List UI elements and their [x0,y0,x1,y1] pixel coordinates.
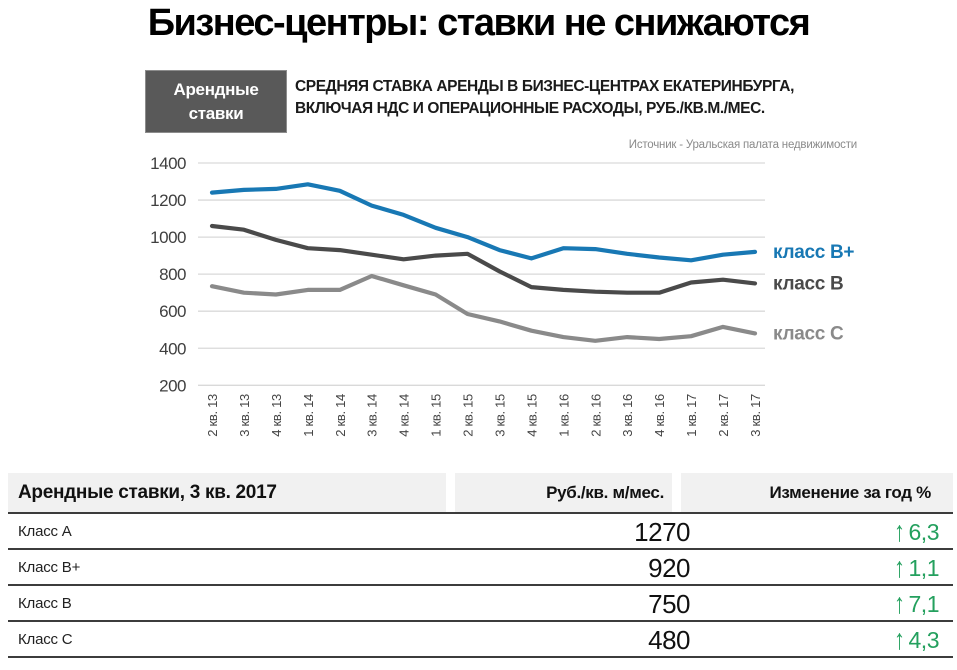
row-value: 920 [648,553,690,583]
table-header-row: Арендные ставки, 3 кв. 2017 Руб./кв. м/м… [8,473,953,512]
x-axis-tick-label: 4 кв. 16 [652,394,667,437]
row-change-value: 7,1 [908,591,940,617]
chart-subtitle: СРЕДНЯЯ СТАВКА АРЕНДЫ В БИЗНЕС-ЦЕНТРАХ Е… [295,76,875,120]
up-arrow-icon: ↑ [894,586,905,620]
x-axis-tick-label: 4 кв. 13 [269,394,284,437]
row-change-value: 4,3 [908,627,940,653]
row-label: Класс B [18,595,72,612]
chart-subtitle-line1: СРЕДНЯЯ СТАВКА АРЕНДЫ В БИЗНЕС-ЦЕНТРАХ Е… [295,78,794,95]
row-change-value: 6,3 [908,519,940,545]
y-axis-tick-label: 1000 [150,228,186,247]
row-value: 1270 [634,517,690,547]
series-line-1 [209,223,758,295]
row-change-value: 1,1 [908,555,940,581]
table-header-name: Арендные ставки, 3 кв. 2017 [8,473,446,512]
row-value: 750 [648,589,690,619]
legend-label-0: класс B+ [773,242,854,263]
y-axis-tick-label: 400 [159,339,186,358]
x-axis-tick-label: 1 кв. 14 [301,394,316,437]
x-axis-tick-label: 2 кв. 14 [333,394,348,437]
y-axis-tick-label: 1400 [150,154,186,173]
line-chart-svg: 1400 1200 1000 800 600 400 200 2 кв. 13 3 кв. 13… [150,154,855,437]
row-change: ↑ 7,1 [894,586,939,623]
table-row: Класс B+ 920 ↑ 1,1 [8,550,953,586]
table-header-price: Руб./кв. м/мес. [455,473,672,512]
x-axis-tick-label: 3 кв. 17 [748,394,763,437]
x-axis-tick-label: 3 кв. 14 [365,394,380,437]
table-row: Класс B 750 ↑ 7,1 [8,586,953,622]
legend-label-1: класс B [773,273,843,294]
y-axis-tick-label: 600 [159,302,186,321]
row-change: ↑ 1,1 [894,550,939,587]
y-axis-tick-label: 200 [159,376,186,395]
line-chart: 1400 1200 1000 800 600 400 200 2 кв. 13 3 кв. 13… [140,150,957,470]
row-change: ↑ 6,3 [894,514,939,551]
row-label: Класс B+ [18,559,81,576]
x-axis-tick-label: 3 кв. 15 [492,394,507,437]
table-header-change: Изменение за год % [681,473,953,512]
row-label: Класс A [18,523,72,540]
y-axis-tick-label: 1200 [150,191,186,210]
source-note: Источник - Уральская палата недвижимости [628,139,857,151]
up-arrow-icon: ↑ [894,622,905,656]
up-arrow-icon: ↑ [894,550,905,584]
x-axis-tick-label: 4 кв. 15 [524,394,539,437]
y-axis-tick-label: 800 [159,265,186,284]
x-axis-tick-label: 2 кв. 13 [205,394,220,437]
chart-tag-line2: ставки [188,104,244,123]
table-row: Класс C 480 ↑ 4,3 [8,622,953,658]
table-row: Класс A 1270 ↑ 6,3 [8,514,953,550]
series-line-2 [209,273,758,343]
up-arrow-icon: ↑ [894,514,905,548]
series-line-0 [209,182,758,263]
x-axis-tick-label: 2 кв. 17 [716,394,731,437]
x-axis-tick-label: 1 кв. 16 [556,394,571,437]
row-value: 480 [648,625,690,655]
row-label: Класс C [18,631,73,648]
x-axis-tick-label: 4 кв. 14 [397,394,412,437]
legend-label-2: класс C [773,323,844,344]
rates-table: Арендные ставки, 3 кв. 2017 Руб./кв. м/м… [8,473,953,658]
row-change: ↑ 4,3 [894,622,939,659]
page-title: Бизнес-центры: ставки не снижаются [147,2,811,44]
chart-subtitle-line2: ВКЛЮЧАЯ НДС И ОПЕРАЦИОННЫЕ РАСХОДЫ, РУБ.… [295,100,765,117]
x-axis-tick-label: 2 кв. 15 [461,394,476,437]
x-axis-tick-label: 1 кв. 15 [429,394,444,437]
x-axis-tick-label: 2 кв. 16 [588,394,603,437]
chart-tag-line1: Арендные [173,80,259,99]
x-axis-tick-label: 1 кв. 17 [684,394,699,437]
x-axis-tick-label: 3 кв. 16 [620,394,635,437]
x-axis-tick-label: 3 кв. 13 [237,394,252,437]
table-body: Класс A 1270 ↑ 6,3 Класс B+ 920 ↑ 1,1 Клас… [8,512,953,658]
chart-tag-box: Арендные ставки [145,70,287,133]
